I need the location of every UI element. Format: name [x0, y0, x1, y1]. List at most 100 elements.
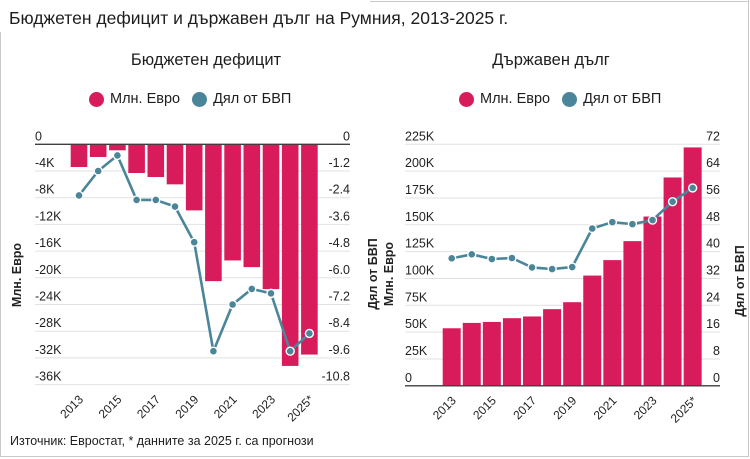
debt-left-axis-extra-title: Дял от БВП	[366, 238, 380, 310]
gdp-share-point-2019	[567, 262, 577, 272]
right-axis-tick-label: -10.8	[322, 370, 351, 384]
left-axis-tick-label: -28K	[35, 316, 62, 330]
deficit-left-axis-title: Млн. Евро	[10, 243, 24, 308]
bar-2013	[442, 328, 461, 386]
bar-2025*	[683, 147, 702, 386]
x-axis-tick-label: 2013	[430, 393, 459, 422]
bar-2013	[70, 144, 88, 167]
frame-mask	[0, 0, 3, 32]
gdp-share-point-2013	[447, 253, 457, 264]
bar-series-swatch-icon	[459, 91, 474, 107]
gdp-share-point-2021	[607, 217, 618, 227]
bar-2017	[147, 144, 165, 178]
left-axis-tick-label: -12K	[35, 209, 62, 223]
right-axis-tick-label: 40	[706, 237, 720, 251]
bar-2019	[185, 144, 203, 211]
deficit-legend: Млн. Евро Дял от БВП	[89, 91, 291, 107]
gdp-share-point-2022	[627, 219, 638, 229]
x-axis-tick-label: 2023	[631, 393, 660, 422]
x-axis-tick-label: 2025*	[284, 392, 316, 424]
left-axis-tick-label: -8K	[35, 183, 55, 197]
right-axis-tick-label: 32	[706, 263, 720, 277]
gdp-share-point-2017	[527, 262, 537, 273]
right-axis-tick-label: -7.2	[328, 290, 350, 304]
right-axis-tick-label: 56	[706, 183, 720, 197]
x-axis-tick-label: 2021	[591, 393, 620, 422]
right-axis-tick-label: -6.0	[328, 263, 350, 277]
line-series-swatch-icon	[562, 91, 578, 107]
right-axis-tick-label: 24	[706, 290, 720, 304]
right-axis-tick-label: 8	[713, 344, 720, 358]
bar-2020	[205, 144, 222, 282]
bar-2020	[583, 275, 602, 386]
line-series-swatch-icon	[192, 91, 208, 107]
bar-2014	[462, 322, 481, 386]
bar-2018	[166, 144, 184, 185]
gdp-share-point-2021	[227, 299, 238, 310]
right-axis-tick-label: -1.2	[328, 156, 350, 170]
right-axis-tick-label: 0	[343, 129, 350, 143]
right-axis-tick-label: -9.6	[328, 343, 350, 357]
x-axis-tick-label: 2015	[96, 392, 125, 421]
figure-frame-top-edge	[370, 1, 748, 2]
gdp-share-point-2025*	[687, 183, 698, 193]
debt-right-axis-title: Дял от БВП	[733, 245, 747, 317]
debt-legend-item-gdp: Дял от БВП	[562, 91, 661, 107]
bar-2016	[128, 144, 145, 174]
left-axis-tick-label: -20K	[35, 263, 62, 277]
gdp-share-point-2024	[667, 196, 678, 207]
left-axis-tick-label: 175K	[405, 183, 435, 197]
left-axis-tick-label: 100K	[405, 263, 435, 277]
bar-2021	[224, 144, 241, 261]
deficit-line	[74, 150, 315, 356]
gdp-share-point-2014	[93, 166, 103, 176]
gdp-share-point-2015	[112, 150, 123, 161]
bar-2022	[623, 241, 642, 386]
gdp-share-point-2014	[467, 249, 477, 260]
gdp-share-point-2013	[74, 190, 84, 201]
left-axis-tick-label: 200K	[405, 156, 435, 170]
x-axis-tick-label: 2023	[249, 392, 278, 421]
debt-chart: 0 25K 50K 75K 100K 125K 150K 175K 200K 225K 0 8 16 24…	[366, 129, 747, 425]
debt-line	[447, 183, 698, 274]
deficit-bars	[35, 143, 350, 366]
debt-bars	[405, 147, 720, 387]
debt-legend-item-eur: Млн. Евро	[459, 91, 550, 107]
x-axis-tick-label: 2017	[134, 392, 163, 421]
bar-2016	[502, 318, 521, 386]
gdp-share-point-2016	[131, 195, 142, 205]
bar-2023	[643, 216, 662, 386]
gdp-share-point-2023	[647, 215, 658, 225]
left-axis-tick-label: -32K	[35, 343, 62, 357]
bar-2025*	[301, 144, 318, 355]
bar-2023	[262, 144, 280, 290]
legend-label: Дял от БВП	[583, 91, 662, 107]
x-axis-tick-label: 2025*	[668, 393, 700, 425]
debt-chart-title: Държавен дълг	[492, 51, 610, 69]
gdp-share-point-2016	[507, 253, 517, 263]
left-axis-tick-label: -16K	[35, 236, 62, 250]
bar-2017	[523, 316, 542, 386]
left-axis-tick-label: 0	[405, 371, 412, 385]
deficit-legend-item-eur: Млн. Евро	[89, 91, 180, 107]
deficit-chart-title: Бюджетен дефицит	[130, 51, 282, 69]
deficit-legend-item-gdp: Дял от БВП	[192, 91, 291, 107]
bar-2024	[281, 144, 299, 366]
right-axis-tick-label: 48	[706, 210, 720, 224]
left-axis-tick-label: -4K	[35, 156, 55, 170]
bar-2015	[482, 321, 501, 386]
x-axis-tick-label: 2021	[211, 392, 240, 421]
right-axis-tick-label: -8.4	[328, 316, 350, 330]
left-axis-tick-label: 0	[35, 129, 42, 143]
gdp-share-point-2020	[208, 346, 219, 356]
gdp-share-point-2023	[266, 288, 276, 299]
left-axis-tick-label: 225K	[405, 129, 435, 143]
x-axis-tick-label: 2015	[470, 393, 499, 422]
x-axis-tick-label: 2017	[510, 393, 539, 422]
right-axis-tick-label: 16	[706, 317, 720, 331]
debt-left-axis-title: Млн. Евро	[382, 242, 396, 307]
legend-label: Дял от БВП	[213, 91, 292, 107]
left-axis-tick-label: 75K	[405, 290, 428, 304]
gdp-share-point-2024	[285, 346, 295, 356]
